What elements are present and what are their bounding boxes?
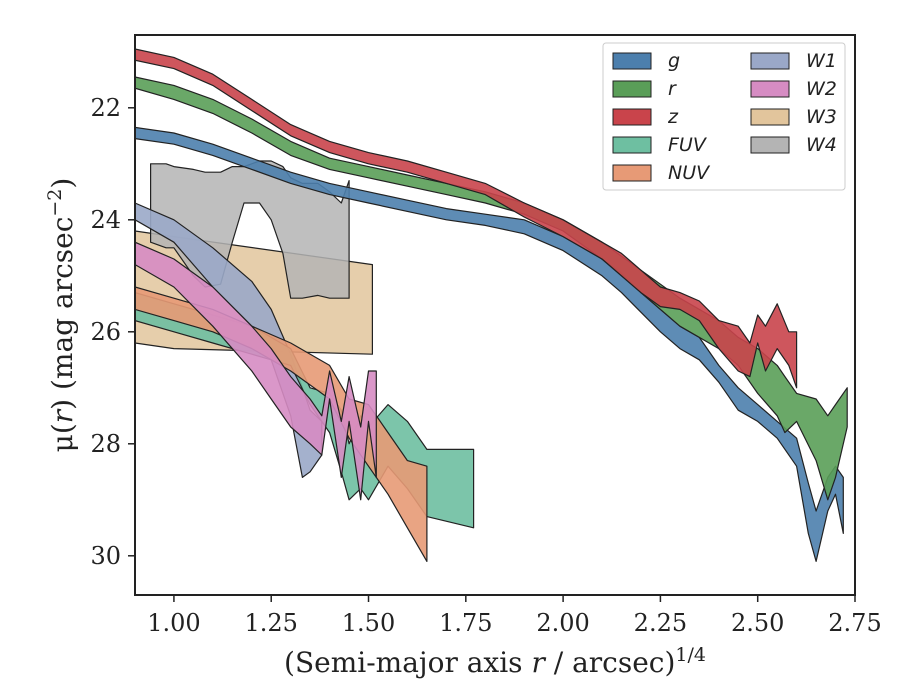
legend-swatch-z [612, 108, 652, 126]
legend-label-w1: W1 [806, 50, 837, 72]
legend-swatch-r [612, 80, 652, 98]
y-axis-label-var: r [46, 408, 79, 423]
y-axis-label-mid: ) (mag arcsec [46, 217, 79, 410]
x-tick-label: 1.50 [342, 609, 395, 637]
y-tick-label: 24 [90, 206, 121, 234]
y-axis: 22 24 26 28 30 [90, 94, 135, 570]
legend-label-w3: W3 [806, 106, 837, 128]
x-axis: 1.00 1.25 1.50 1.75 2.00 2.25 2.50 2.75 [147, 595, 882, 637]
legend-label-w2: W2 [806, 78, 837, 100]
legend-swatch-w2 [750, 80, 790, 98]
legend-swatch-g [612, 52, 652, 70]
legend-swatch-w3 [750, 108, 790, 126]
x-tick-label: 2.00 [536, 609, 589, 637]
x-tick-label: 2.25 [634, 609, 687, 637]
legend-swatch-w1 [750, 52, 790, 70]
band-z [135, 48, 798, 389]
band-g [135, 126, 844, 563]
y-tick-label: 30 [90, 542, 121, 570]
x-axis-label-pre: (Semi-major axis [284, 646, 531, 679]
y-axis-label-pre: μ( [46, 423, 79, 452]
y-tick-label: 28 [90, 430, 121, 458]
legend-label-w4: W4 [806, 134, 837, 156]
x-axis-label-mid: / arcsec) [545, 646, 676, 679]
legend-label-fuv: FUV [668, 134, 708, 156]
legend-label-nuv: NUV [668, 162, 711, 184]
legend-swatch-fuv [612, 136, 652, 154]
bands-layer [135, 48, 848, 563]
x-tick-label: 1.25 [244, 609, 297, 637]
legend: grz FUV NUV W1 W2 W3 W4 [602, 42, 846, 191]
y-axis-label: μ(r) (mag arcsec−2) [44, 178, 79, 453]
x-tick-label: 1.00 [147, 609, 200, 637]
x-axis-label-var: r [531, 646, 546, 679]
x-axis-label: (Semi-major axis r / arcsec)1/4 [284, 644, 706, 679]
x-tick-label: 2.50 [731, 609, 784, 637]
y-tick-label: 26 [90, 318, 121, 346]
y-axis-label-sup: −2 [44, 189, 66, 217]
x-axis-label-sup: 1/4 [675, 644, 706, 666]
plot-frame [134, 34, 856, 596]
legend-swatch-w4 [750, 136, 790, 154]
legend-label-g: g [668, 50, 680, 72]
y-axis-label-post: ) [46, 178, 79, 189]
legend-label-r: r [668, 78, 677, 100]
x-tick-label: 2.75 [828, 609, 881, 637]
y-tick-label: 22 [90, 94, 121, 122]
legend-swatch-nuv [612, 164, 652, 182]
band-w2 [135, 241, 377, 501]
legend-label-z: z [667, 106, 679, 128]
x-tick-label: 1.75 [439, 609, 492, 637]
